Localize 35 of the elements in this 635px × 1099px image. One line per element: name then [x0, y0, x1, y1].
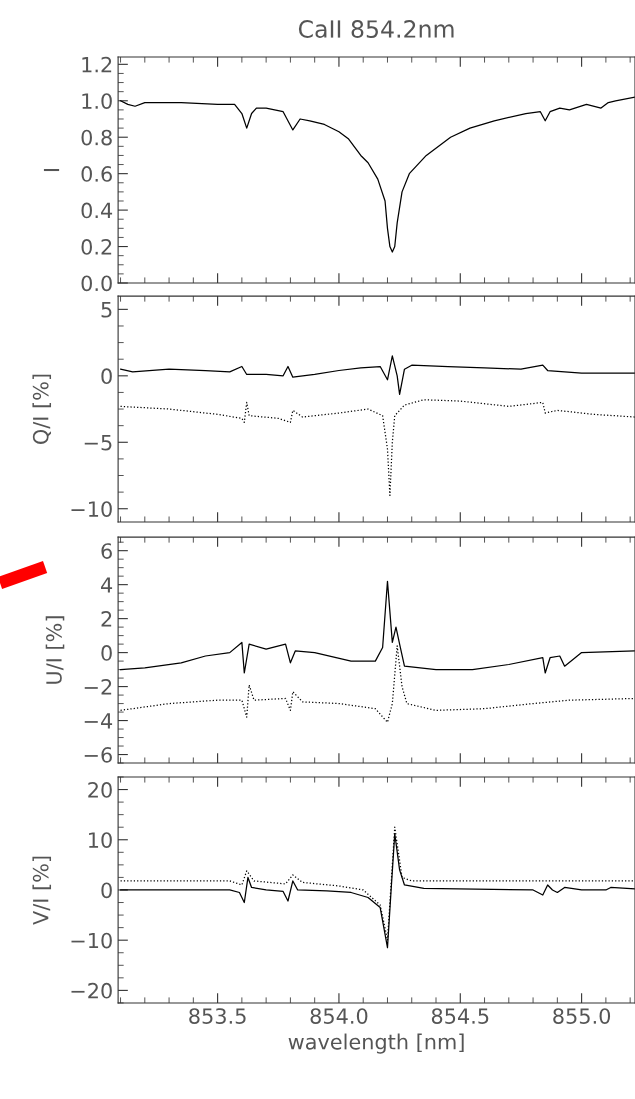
y-tick-label: 0.4: [81, 202, 113, 219]
y-tick-label: −10: [71, 932, 112, 949]
y-axis-title: I: [43, 168, 60, 172]
y-tick-label: 0.8: [81, 129, 112, 146]
x-tick-label: 853.5: [189, 1008, 246, 1024]
line-series: [119, 96, 635, 253]
chart-title: CaII 854.2nm: [298, 20, 454, 38]
y-axis-title: U/I [%]: [45, 616, 65, 684]
y-tick-label: 1.2: [82, 56, 112, 73]
y-tick-label: 0: [101, 645, 112, 661]
y-tick-label: 0: [101, 882, 112, 899]
y-tick-label: 0.6: [81, 166, 112, 182]
y-tick-label: 5: [101, 302, 112, 318]
y-tick-label: 0.0: [81, 275, 112, 292]
y-tick-label: 10: [89, 832, 112, 848]
x-axis-title: wavelength [nm]: [288, 1033, 464, 1054]
line-series: [119, 355, 635, 396]
y-tick-label: 20: [88, 782, 112, 798]
y-tick-label: −10: [71, 501, 112, 517]
y-tick-label: 2: [101, 611, 112, 627]
x-tick-label: 854.0: [310, 1008, 368, 1024]
y-tick-label: 0.2: [81, 239, 112, 255]
y-tick-label: −4: [84, 713, 113, 729]
y-tick-label: 0: [101, 368, 112, 385]
y-tick-label: −6: [84, 746, 112, 763]
y-tick-label: −20: [71, 982, 112, 999]
y-tick-label: 6: [101, 543, 112, 559]
y-tick-label: −2: [84, 679, 112, 695]
y-axis-title: V/I [%]: [32, 856, 52, 925]
y-tick-label: 1.0: [82, 93, 112, 109]
y-tick-label: 4: [101, 577, 113, 593]
y-axis-title: Q/I [%]: [32, 374, 52, 444]
x-tick-label: 855.0: [553, 1008, 611, 1024]
x-tick-label: 854.5: [431, 1008, 489, 1024]
y-tick-label: −5: [84, 435, 112, 451]
